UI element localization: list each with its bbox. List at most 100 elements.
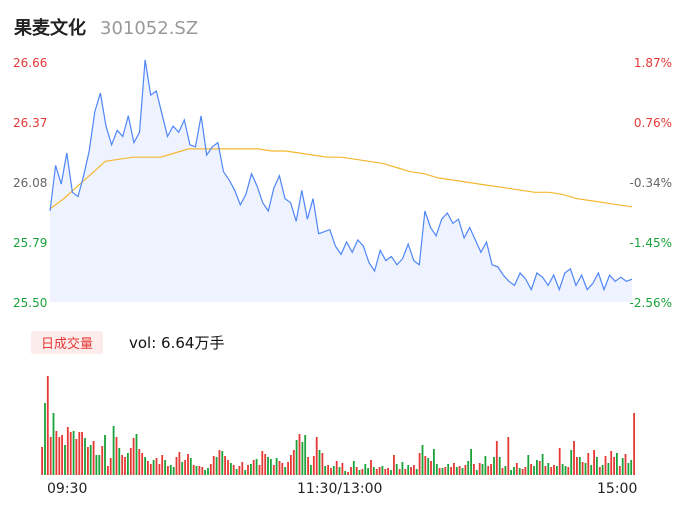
volume-bar xyxy=(64,445,66,475)
volume-bar xyxy=(292,450,295,475)
volume-bar xyxy=(561,464,564,475)
volume-bar xyxy=(315,437,318,475)
volume-bar xyxy=(307,457,309,475)
volume-bar xyxy=(72,431,75,475)
volume-bar xyxy=(527,455,530,475)
volume-bar xyxy=(78,432,81,475)
volume-bar xyxy=(332,466,335,475)
volume-bar xyxy=(390,470,392,475)
volume-bar xyxy=(287,462,289,475)
volume-bar xyxy=(52,413,55,475)
volume-bar xyxy=(407,465,410,475)
y-tick-left: 25.79 xyxy=(13,236,47,250)
stock-code: 301052.SZ xyxy=(100,18,199,39)
volume-bar xyxy=(298,434,301,475)
volume-bar xyxy=(467,461,470,475)
volume-bar xyxy=(593,450,595,475)
volume-bar xyxy=(341,463,344,475)
volume-bar xyxy=(304,435,307,475)
volume-bar xyxy=(235,469,238,475)
volume-bar xyxy=(247,465,249,475)
volume-bar xyxy=(616,453,618,475)
y-tick-left: 26.37 xyxy=(13,116,47,130)
volume-bar xyxy=(570,450,573,475)
volume-bar xyxy=(453,463,455,475)
volume-bar xyxy=(424,456,427,475)
volume-bar xyxy=(344,471,347,475)
volume-bar xyxy=(255,459,258,475)
volume-bar xyxy=(295,440,298,475)
volume-bar xyxy=(115,437,118,475)
volume-bar xyxy=(584,463,587,475)
volume-bar xyxy=(581,462,584,475)
volume-bar xyxy=(364,464,367,475)
volume-bar xyxy=(169,465,172,475)
volume-bar xyxy=(381,466,384,475)
volume-bar xyxy=(415,469,418,475)
volume-bar xyxy=(450,467,452,475)
volume-bar xyxy=(207,468,209,475)
volume-bar xyxy=(275,458,278,475)
price-area-fill xyxy=(50,59,632,303)
volume-bar xyxy=(421,445,424,475)
volume-bar xyxy=(258,465,261,475)
volume-bar xyxy=(312,456,315,475)
volume-bar xyxy=(187,454,189,475)
volume-bar xyxy=(576,457,578,475)
volume-bar xyxy=(212,456,215,475)
volume-bar xyxy=(109,458,112,475)
volume-bar xyxy=(227,460,229,475)
volume-bar xyxy=(241,462,244,475)
volume-bar xyxy=(141,453,144,475)
volume-bar xyxy=(118,448,121,475)
volume-bar xyxy=(633,413,635,475)
volume-bar xyxy=(441,468,444,475)
volume-bar xyxy=(189,458,192,475)
volume-bar xyxy=(564,466,567,475)
volume-bar xyxy=(613,457,615,475)
volume-summary: vol: 6.64万手 xyxy=(129,334,225,352)
volume-bar xyxy=(238,466,241,475)
volume-bar xyxy=(398,469,401,475)
volume-bar xyxy=(536,460,538,475)
volume-bar xyxy=(107,466,109,475)
volume-bar xyxy=(590,465,593,475)
y-tick-right: 0.76% xyxy=(634,116,672,130)
volume-bar xyxy=(618,466,621,475)
volume-bar xyxy=(261,451,264,475)
volume-bar xyxy=(58,437,61,475)
volume-bar xyxy=(510,470,512,475)
volume-bar xyxy=(444,467,447,475)
volume-bar xyxy=(352,461,355,475)
volume-chart[interactable] xyxy=(0,350,686,480)
volume-bar xyxy=(607,463,610,475)
volume-bar xyxy=(601,465,604,475)
volume-bar xyxy=(252,460,255,475)
volume-bar xyxy=(435,464,438,475)
volume-tab[interactable]: 日成交量 xyxy=(31,331,104,354)
y-tick-left: 26.66 xyxy=(13,56,47,70)
volume-bar xyxy=(558,448,561,475)
volume-bar xyxy=(627,463,630,475)
price-chart[interactable]: 26.66 1.87% 26.37 0.76% 26.08 -0.34% 25.79 -1.4… xyxy=(0,0,686,320)
volume-bar xyxy=(578,457,581,475)
volume-bar xyxy=(55,431,58,475)
volume-bar xyxy=(461,468,464,475)
time-label-mid: 11:30/13:00 xyxy=(297,481,383,497)
volume-bar xyxy=(418,453,421,475)
volume-bar xyxy=(155,458,158,475)
volume-bar xyxy=(481,464,484,475)
volume-bar xyxy=(427,458,430,475)
volume-bar xyxy=(401,462,404,475)
volume-bar xyxy=(438,468,441,475)
volume-bar xyxy=(121,455,124,475)
volume-bar xyxy=(147,461,149,475)
volume-bar xyxy=(281,463,284,475)
volume-bar xyxy=(504,466,507,475)
volume-bar xyxy=(270,459,272,475)
volume-bar xyxy=(127,453,129,475)
volume-bar xyxy=(553,465,555,475)
volume-bar xyxy=(92,441,95,475)
volume-bar xyxy=(198,466,201,475)
volume-bar xyxy=(541,454,544,475)
